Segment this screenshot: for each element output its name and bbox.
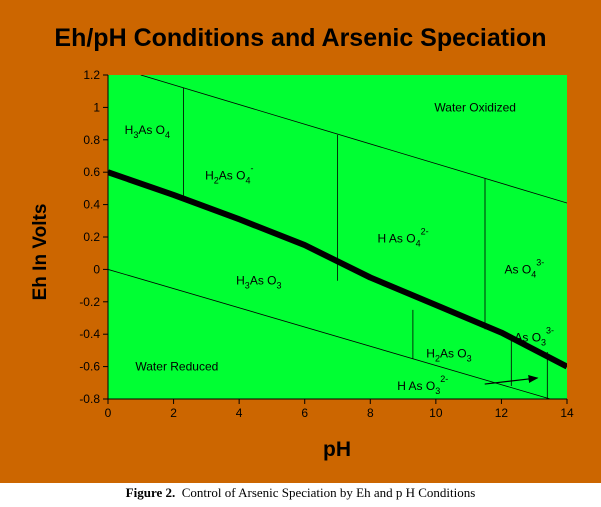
- caption-background: [0, 483, 601, 502]
- haso3-arrow: [484, 375, 539, 385]
- x-tick-label: 8: [367, 406, 374, 420]
- h2aso3-label: H2As O3: [426, 347, 471, 364]
- water-oxidized-label: Water Oxidized: [434, 100, 516, 114]
- y-tick-label: -0.2: [79, 295, 100, 309]
- axes-layer: 0 2 4 6 8 10 12 14 -0.8 -0.6 -0.4 -0.2 0 0.2 0.4 0.6 0.8…: [79, 68, 574, 420]
- h3aso4-label: H3As O4: [125, 123, 170, 140]
- y-tick-label: 1: [93, 100, 100, 114]
- y-tick-label: 0.8: [83, 133, 100, 147]
- annotations-layer: Water Oxidized Water Reduced H3As O4 H2As O…: [125, 100, 554, 396]
- y-tick-label: -0.8: [79, 392, 100, 406]
- page-title: Eh/pH Conditions and Arsenic Speciation: [54, 24, 547, 52]
- figure-caption: Figure 2. Control of Arsenic Speciation …: [0, 485, 601, 501]
- y-tick-label: 1.2: [83, 68, 100, 82]
- h3aso3-label: H3As O3: [236, 274, 281, 291]
- x-tick-label: 14: [560, 406, 574, 420]
- y-tick-label: 0.2: [83, 230, 100, 244]
- h2aso4-label: H2As O4-: [205, 163, 253, 185]
- water-reduced-boundary-line: [108, 269, 552, 399]
- aso3-label: As O33-: [514, 325, 554, 347]
- x-tick-label: 2: [170, 406, 177, 420]
- y-tick-label: 0.4: [83, 198, 100, 212]
- x-axis-label: pH: [323, 438, 351, 461]
- y-tick-label: 0: [93, 262, 100, 276]
- x-tick-label: 4: [236, 406, 243, 420]
- caption-text: Control of Arsenic Speciation by Eh and …: [181, 485, 476, 500]
- x-tick-label: 6: [301, 406, 308, 420]
- water-oxidized-boundary-line: [140, 75, 567, 204]
- aso4-label: As O43-: [505, 257, 545, 279]
- y-tick-label: -0.6: [79, 360, 100, 374]
- y-tick-label: -0.4: [79, 327, 100, 341]
- y-tick-label: 0.6: [83, 165, 100, 179]
- water-reduced-label: Water Reduced: [135, 360, 218, 374]
- haso3-label: H As O32-: [397, 374, 448, 396]
- caption-label: Figure 2.: [125, 485, 176, 500]
- x-tick-label: 12: [495, 406, 509, 420]
- series-layer: [108, 75, 567, 399]
- y-axis-label: Eh In Volts: [30, 204, 51, 301]
- haso4-label: H As O42-: [378, 227, 429, 249]
- x-tick-label: 0: [105, 406, 112, 420]
- x-tick-label: 10: [429, 406, 443, 420]
